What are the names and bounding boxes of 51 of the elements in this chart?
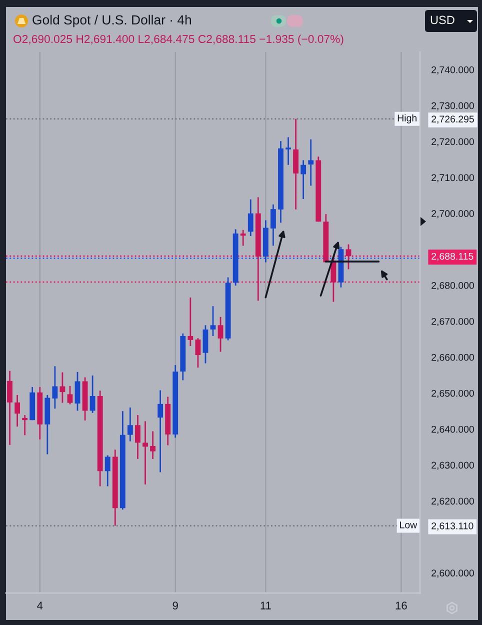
y-tick-label: 2,650.000: [432, 390, 474, 398]
candlestick: [74, 371, 80, 412]
candlestick: [270, 204, 276, 246]
y-tick-label: 2,730.000: [432, 102, 474, 110]
candlestick: [60, 372, 66, 404]
candlestick: [330, 256, 336, 303]
x-tick-label: 9: [172, 602, 178, 610]
candlestick: [218, 316, 224, 352]
candlestick: [22, 414, 28, 436]
chart-subtitle: O2,690.025 H2,691.400 L2,684.475 C2,688.115 −1.935 (−0.07%): [14, 34, 344, 46]
text: USD: [430, 16, 454, 24]
x-tick-label: 16: [396, 602, 407, 610]
candlestick: [286, 136, 291, 166]
y-tick-label: 2,630.000: [432, 462, 474, 470]
candlestick: [210, 305, 216, 337]
candlestick: [67, 385, 73, 405]
candlestick: [195, 337, 201, 368]
candlestick: [150, 430, 156, 460]
candlestick: [7, 370, 12, 446]
ref-line-label: High: [398, 114, 416, 124]
y-tick-label: 2,680.000: [432, 282, 474, 290]
y-tick-label: 2,600.000: [432, 570, 474, 578]
y-tick-label: 2,620.000: [432, 498, 474, 506]
x-tick-label: 11: [260, 602, 271, 610]
x-tick-label: 4: [37, 602, 43, 610]
y-tick-label: 2,720.000: [432, 138, 474, 146]
y-tick-label: 2,700.000: [432, 210, 474, 218]
y-tick-label: 2,740.000: [432, 66, 474, 74]
candlestick: [90, 374, 96, 414]
y-tick-label: 2,710.000: [432, 174, 474, 182]
y-tick-label: 2,640.000: [432, 426, 474, 434]
y-tick-label: 2,613.110: [432, 522, 474, 531]
ref-line-label: Low: [400, 522, 418, 528]
candlestick: [300, 160, 306, 200]
candlestick: [308, 138, 314, 186]
candlestick: [104, 454, 110, 487]
candlestick: [14, 394, 20, 428]
y-tick-label: 2,688.115: [432, 252, 474, 261]
candlestick: [142, 420, 148, 486]
candlestick: [135, 414, 140, 460]
y-tick-label: 2,660.000: [432, 354, 474, 362]
candlestick: [202, 324, 208, 364]
chart-title: Gold Spot / U.S. Dollar · 4h: [32, 14, 192, 28]
candlestick: [52, 365, 58, 410]
candlestick: [158, 390, 164, 473]
y-tick-label: 2,726.295: [432, 116, 474, 124]
candlestick: [188, 296, 194, 347]
y-tick-label: 2,670.000: [432, 318, 474, 326]
candlestick: [240, 229, 246, 246]
candlestick: [248, 198, 254, 237]
candlestick: [127, 406, 133, 442]
